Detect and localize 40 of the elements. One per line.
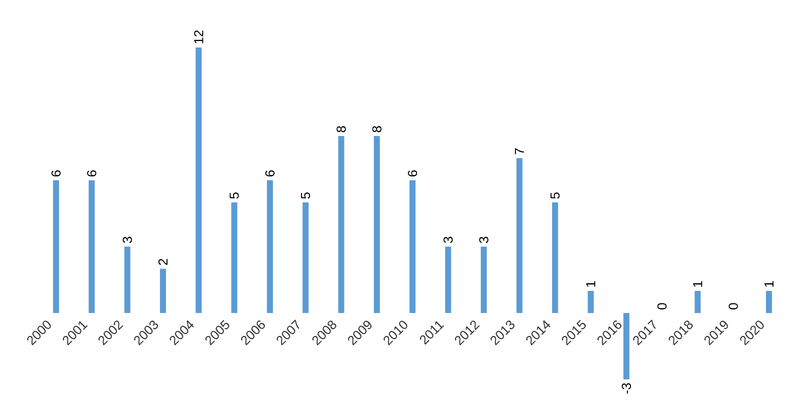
data-label: 5 — [230, 192, 239, 199]
data-label: -3 — [622, 383, 631, 394]
data-label: 6 — [265, 170, 275, 176]
data-label: 1 — [586, 281, 596, 287]
bar — [231, 202, 238, 314]
bar — [124, 246, 130, 314]
bar — [588, 290, 594, 314]
data-label: 12 — [194, 30, 204, 44]
data-label: 6 — [87, 170, 96, 176]
bar — [766, 290, 772, 314]
data-label: 5 — [550, 192, 560, 199]
data-label: 7 — [514, 148, 524, 154]
data-label: 8 — [336, 126, 346, 132]
data-label: 0 — [728, 303, 738, 310]
bar — [302, 202, 309, 314]
bar — [338, 136, 344, 314]
bar — [374, 136, 380, 314]
data-label: 8 — [372, 126, 382, 132]
bar — [623, 313, 630, 380]
data-label: 6 — [408, 170, 418, 176]
bar — [266, 180, 273, 314]
bar — [552, 202, 558, 314]
bar — [160, 268, 166, 314]
bar — [410, 180, 416, 314]
data-label: 3 — [479, 236, 488, 243]
bar — [53, 180, 60, 314]
bar — [694, 290, 701, 314]
data-label: 3 — [444, 236, 453, 243]
bar — [196, 47, 202, 314]
bar — [480, 246, 487, 314]
data-label: 5 — [301, 192, 310, 199]
data-label: 6 — [51, 170, 61, 176]
bar — [88, 180, 95, 314]
bar — [445, 246, 452, 314]
data-label: 1 — [764, 281, 774, 287]
data-label: 3 — [122, 236, 132, 243]
data-label: 2 — [158, 259, 168, 265]
bar — [516, 158, 522, 314]
data-label: 1 — [693, 281, 702, 287]
data-label: 0 — [657, 303, 667, 310]
